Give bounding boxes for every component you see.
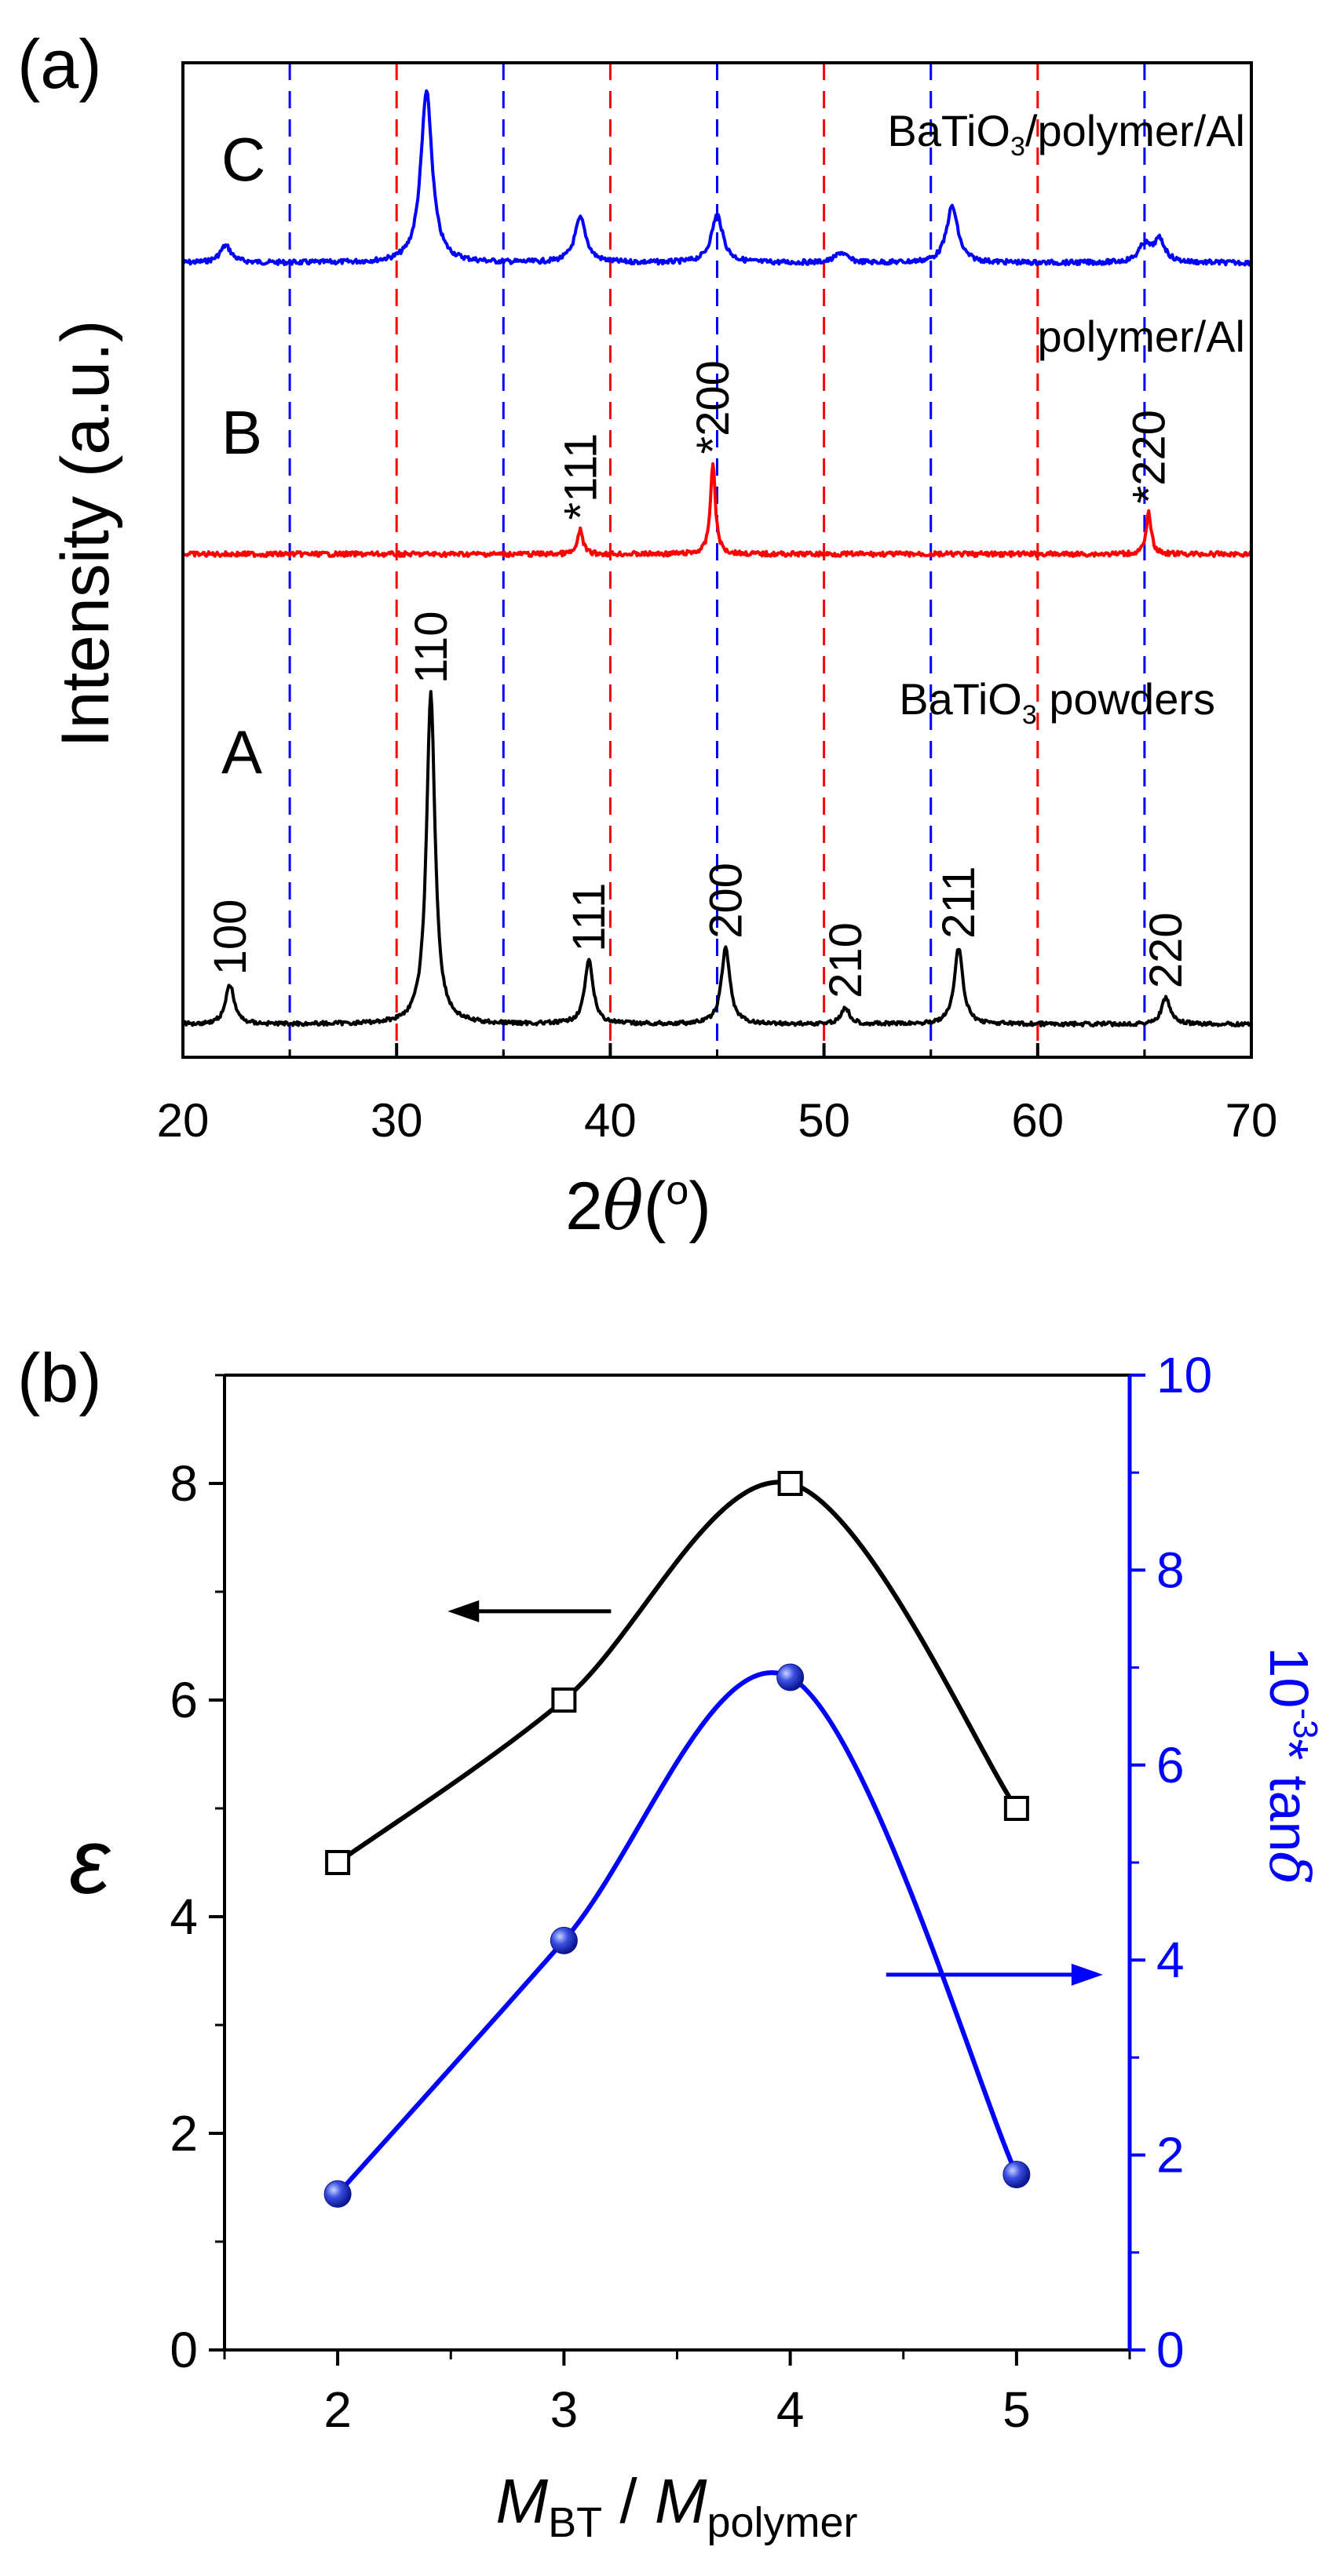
xrd-curve	[181, 462, 1253, 558]
x-label-slash: /	[602, 2466, 655, 2536]
right-label-base: 10	[1258, 1647, 1320, 1708]
data-markers	[323, 1471, 1031, 2208]
peak-label: *200	[688, 360, 739, 454]
peak-label: 220	[1141, 912, 1192, 988]
peak-label: *220	[1123, 410, 1174, 503]
loss-marker	[550, 1926, 578, 1954]
x-tick-label-a: 50	[798, 1094, 850, 1147]
y-right-tick-label: 8	[1156, 1542, 1185, 1598]
right-label-rest: * tan	[1258, 1739, 1320, 1852]
x-tick-label-a: 40	[584, 1094, 637, 1147]
peak-label: 211	[933, 866, 984, 938]
loss-marker	[1002, 2160, 1031, 2188]
loss-curve	[335, 1670, 1019, 2196]
x-label-sub-bt: BT	[548, 2499, 602, 2546]
y-left-tick-label: 6	[170, 1672, 198, 1728]
x-tick-label-a: 60	[1011, 1094, 1064, 1147]
axis-ticks: 2 3 4 5 0 2 4 6 8 0 2 4 6 8 10	[170, 1347, 1212, 2438]
curve-names: BaTiO3/polymer/Al polymer/Al BaTiO3 powder…	[887, 106, 1245, 730]
x-tick-label-b: 3	[550, 2381, 579, 2438]
right-label-exp: -3	[1286, 1708, 1324, 1739]
x-label-sub-polymer: polymer	[707, 2499, 857, 2546]
y-left-tick-label: 8	[170, 1455, 198, 1512]
y-axis-label-left-b: ε	[69, 1810, 111, 1914]
permittivity-marker	[777, 1471, 803, 1496]
x-label-m2: M	[655, 2466, 707, 2536]
xrd-curve	[182, 89, 1253, 267]
x-label-2: 2	[565, 1169, 603, 1244]
peak-label: 110	[406, 611, 457, 684]
left-axis-arrow	[447, 1600, 612, 1622]
loss-marker	[776, 1663, 805, 1691]
peak-label: 210	[820, 922, 871, 998]
curve-letter: B	[221, 398, 262, 467]
peak-label: *111	[555, 433, 606, 520]
reference-lines	[288, 63, 1146, 1057]
y-left-tick-label: 0	[170, 2322, 198, 2378]
y-left-tick-label: 2	[170, 2105, 198, 2162]
peak-label: 111	[564, 883, 615, 952]
curve-name: polymer/Al	[1037, 312, 1245, 361]
x-tick-label-b: 4	[776, 2381, 805, 2438]
x-axis-ticks: 20 30 40 50 60 70	[157, 1043, 1278, 1147]
panel-a-label: (a)	[17, 25, 102, 103]
curve-letter: C	[221, 125, 265, 194]
loss-marker	[323, 2180, 352, 2208]
right-axis-arrow	[886, 1963, 1103, 1986]
x-label-degree: o	[666, 1168, 688, 1213]
y-axis-label-right-b: 10-3* tanδ	[1257, 1647, 1324, 1885]
y-right-tick-label: 10	[1156, 1347, 1212, 1403]
peak-label: 100	[205, 899, 256, 976]
x-tick-label-a: 70	[1225, 1094, 1278, 1147]
x-tick-label-b: 5	[1002, 2381, 1031, 2438]
x-label-close: )	[688, 1169, 711, 1244]
curve-name: BaTiO3/polymer/Al	[887, 106, 1245, 162]
y-left-tick-label: 4	[170, 1888, 198, 1945]
permittivity-marker	[325, 1850, 351, 1875]
y-right-tick-label: 2	[1156, 2127, 1185, 2184]
x-axis-label-b: MBT / Mpolymer	[495, 2466, 857, 2546]
curve-labels: C B A	[221, 125, 265, 786]
axis-arrows	[447, 1600, 1103, 1986]
x-label-theta: θ	[603, 1167, 644, 1246]
y-axis-label-a: Intensity (a.u.)	[48, 320, 123, 748]
fit-curves	[335, 1480, 1019, 2196]
panel-b-label: (b)	[17, 1339, 102, 1417]
xrd-curves	[181, 89, 1253, 1028]
x-tick-label-a: 20	[157, 1094, 210, 1147]
y-right-tick-label: 6	[1156, 1737, 1185, 1793]
y-right-tick-label: 0	[1156, 2322, 1185, 2378]
y-right-tick-label: 4	[1156, 1932, 1185, 1988]
peak-labels: *111 *200 *220 100 110 111 200 210 211 220	[205, 360, 1192, 998]
xrd-curve	[181, 690, 1252, 1028]
peak-label: 200	[700, 863, 751, 939]
permittivity-curve	[336, 1480, 1019, 1865]
x-tick-label-b: 2	[323, 2381, 352, 2438]
x-axis-label-a: 2θ(o)	[565, 1167, 711, 1246]
x-label-m1: M	[495, 2466, 548, 2536]
x-label-open: (	[644, 1169, 666, 1244]
permittivity-marker	[1003, 1796, 1029, 1821]
permittivity-marker	[551, 1688, 577, 1713]
curve-name: BaTiO3 powders	[899, 674, 1215, 730]
right-label-delta: δ	[1257, 1852, 1321, 1885]
curve-letter: A	[221, 717, 262, 786]
x-tick-label-a: 30	[371, 1094, 423, 1147]
